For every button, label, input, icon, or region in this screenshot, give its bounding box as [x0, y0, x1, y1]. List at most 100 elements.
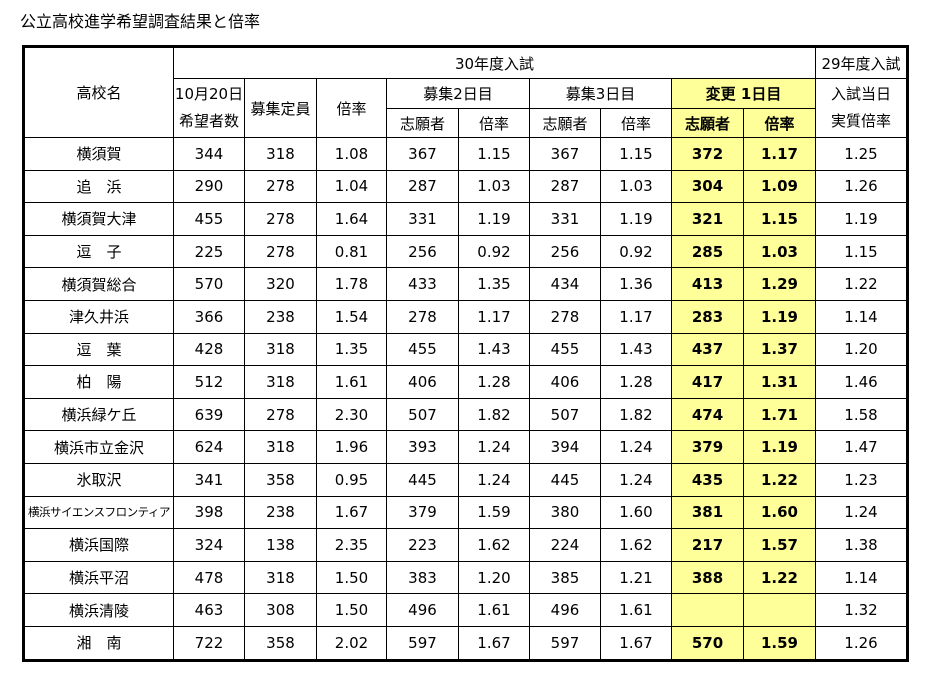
change-applicants-cell: 435: [671, 462, 744, 497]
exam-day-real-ratio-cell: 1.24: [815, 495, 908, 530]
table-row: 横浜国際 324 138 2.35 223 1.62 224 1.62 217 1.57 1.38: [23, 528, 908, 562]
oct20-hope-cell: 366: [173, 299, 245, 334]
day3-ratio-header: 倍率: [600, 108, 672, 138]
day2-ratio-cell: 1.03: [458, 169, 530, 204]
day3-ratio-cell: 1.21: [600, 560, 672, 595]
results-table: 高校名 30年度入試 29年度入試 10月20日 希望者数 募集定員 倍率 募集…: [22, 45, 909, 662]
table-row: 横須賀総合 570 320 1.78 433 1.35 434 1.36 413 1.29 1.22: [23, 267, 908, 301]
ratio-cell: 1.04: [316, 169, 387, 204]
school-name-cell: 横浜緑ケ丘: [23, 397, 174, 432]
table-row: 逗 子 225 278 0.81 256 0.92 256 0.92 285 1.03 1.15: [23, 234, 908, 269]
day2-applicants-cell: 496: [386, 593, 459, 627]
table-row: 横浜平沼 478 318 1.50 383 1.20 385 1.21 388 1.22 1.14: [23, 560, 908, 595]
header-row-sub: 志願者 倍率 志願者 倍率 志願者 倍率: [24, 108, 908, 138]
capacity-cell: 318: [244, 560, 317, 595]
day2-applicants-cell: 445: [386, 462, 459, 497]
day3-applicants-cell: 224: [529, 528, 601, 562]
day2-applicants-cell: 455: [386, 332, 459, 367]
school-name-cell: 横須賀: [23, 137, 174, 171]
day2-ratio-cell: 1.61: [458, 593, 530, 627]
change-ratio-cell: 1.09: [743, 169, 816, 204]
year29-header: 29年度入試: [815, 46, 908, 79]
day3-ratio-cell: 1.28: [600, 365, 672, 399]
table-row: 津久井浜 366 238 1.54 278 1.17 278 1.17 283 1.19 1.14: [23, 299, 908, 334]
oct20-hope-cell: 428: [173, 332, 245, 367]
oct20-hope-cell: 722: [173, 625, 245, 661]
ratio-cell: 1.08: [316, 137, 387, 171]
table-row: 横須賀 344 318 1.08 367 1.15 367 1.15 372 1.17 1.25: [23, 137, 908, 171]
ratio-cell: 1.54: [316, 299, 387, 334]
day2-ratio-cell: 1.82: [458, 397, 530, 432]
table-row: 氷取沢 341 358 0.95 445 1.24 445 1.24 435 1.22 1.23: [23, 462, 908, 497]
capacity-cell: 238: [244, 495, 317, 530]
change-ratio-cell: [743, 593, 816, 627]
day2-ratio-cell: 1.15: [458, 137, 530, 171]
day3-applicants-cell: 507: [529, 397, 601, 432]
change-ratio-cell: 1.19: [743, 299, 816, 334]
header-row-groups: 10月20日 希望者数 募集定員 倍率 募集2日目 募集3日目 変更 1日目 入…: [24, 78, 908, 138]
capacity-cell: 358: [244, 462, 317, 497]
change-applicants-cell: 321: [671, 202, 744, 236]
capacity-cell: 318: [244, 137, 317, 171]
oct20-hope-cell: 290: [173, 169, 245, 204]
ratio-cell: 1.50: [316, 560, 387, 595]
exam-day-real-ratio-cell: 1.19: [815, 202, 908, 236]
capacity-cell: 308: [244, 593, 317, 627]
change-day1-header: 変更 1日目: [671, 78, 816, 109]
day2-applicants-cell: 383: [386, 560, 459, 595]
ratio-cell: 1.35: [316, 332, 387, 367]
day3-applicants-cell: 367: [529, 137, 601, 171]
school-name-cell: 横浜清陵: [23, 593, 174, 627]
day3-ratio-cell: 1.82: [600, 397, 672, 432]
oct20-hope-cell: 624: [173, 430, 245, 464]
day3-ratio-cell: 1.17: [600, 299, 672, 334]
change-ratio-cell: 1.59: [743, 625, 816, 661]
day3-applicants-cell: 278: [529, 299, 601, 334]
day3-ratio-cell: 1.67: [600, 625, 672, 661]
school-name-cell: 横浜国際: [23, 528, 174, 562]
day3-ratio-cell: 1.19: [600, 202, 672, 236]
capacity-cell: 278: [244, 169, 317, 204]
year30-header: 30年度入試: [173, 46, 816, 79]
table-row: 横浜市立金沢 624 318 1.96 393 1.24 394 1.24 379 1.19 1.4…: [23, 430, 908, 464]
exam-day-line2: 実質倍率: [830, 112, 891, 130]
capacity-cell: 278: [244, 202, 317, 236]
table-row: 横浜清陵 463 308 1.50 496 1.61 496 1.61 1.32: [23, 593, 908, 627]
table-row: 湘 南 722 358 2.02 597 1.67 597 1.67 570 1.59 1.26: [23, 625, 908, 661]
day2-applicants-cell: 507: [386, 397, 459, 432]
exam-day-real-ratio-cell: 1.14: [815, 299, 908, 334]
capacity-cell: 318: [244, 365, 317, 399]
change-applicants-cell: 388: [671, 560, 744, 595]
day3-applicants-cell: 385: [529, 560, 601, 595]
change-ratio-cell: 1.31: [743, 365, 816, 399]
ratio-cell: 1.64: [316, 202, 387, 236]
day2-applicants-cell: 393: [386, 430, 459, 464]
table-row: 横浜緑ケ丘 639 278 2.30 507 1.82 507 1.82 474 1.71 1.58: [23, 397, 908, 432]
change-ratio-cell: 1.03: [743, 234, 816, 269]
exam-day-real-ratio-cell: 1.25: [815, 137, 908, 171]
page-title: 公立高校進学希望調査結果と倍率: [20, 12, 261, 31]
school-name-cell: 柏 陽: [23, 365, 174, 399]
day2-ratio-cell: 1.43: [458, 332, 530, 367]
change-applicants-cell: 381: [671, 495, 744, 530]
day3-ratio-cell: 1.36: [600, 267, 672, 301]
change-applicants-cell: 285: [671, 234, 744, 269]
oct20-hope-cell: 341: [173, 462, 245, 497]
day2-ratio-cell: 1.62: [458, 528, 530, 562]
day2-ratio-cell: 1.19: [458, 202, 530, 236]
oct20-hope-cell: 455: [173, 202, 245, 236]
school-name-cell: 横須賀大津: [23, 202, 174, 236]
day2-applicants-cell: 331: [386, 202, 459, 236]
change-ratio-cell: 1.19: [743, 430, 816, 464]
change-ratio-cell: 1.71: [743, 397, 816, 432]
day2-ratio-cell: 1.59: [458, 495, 530, 530]
table-row: 横須賀大津 455 278 1.64 331 1.19 331 1.19 321 1.15 1.19: [23, 202, 908, 236]
school-name-header: 高校名: [23, 46, 174, 138]
capacity-cell: 278: [244, 397, 317, 432]
day2-ratio-cell: 1.20: [458, 560, 530, 595]
day3-header: 募集3日目: [529, 78, 672, 109]
ratio-cell: 2.30: [316, 397, 387, 432]
oct20-hope-cell: 344: [173, 137, 245, 171]
day3-ratio-cell: 1.24: [600, 430, 672, 464]
day2-applicants-cell: 367: [386, 137, 459, 171]
